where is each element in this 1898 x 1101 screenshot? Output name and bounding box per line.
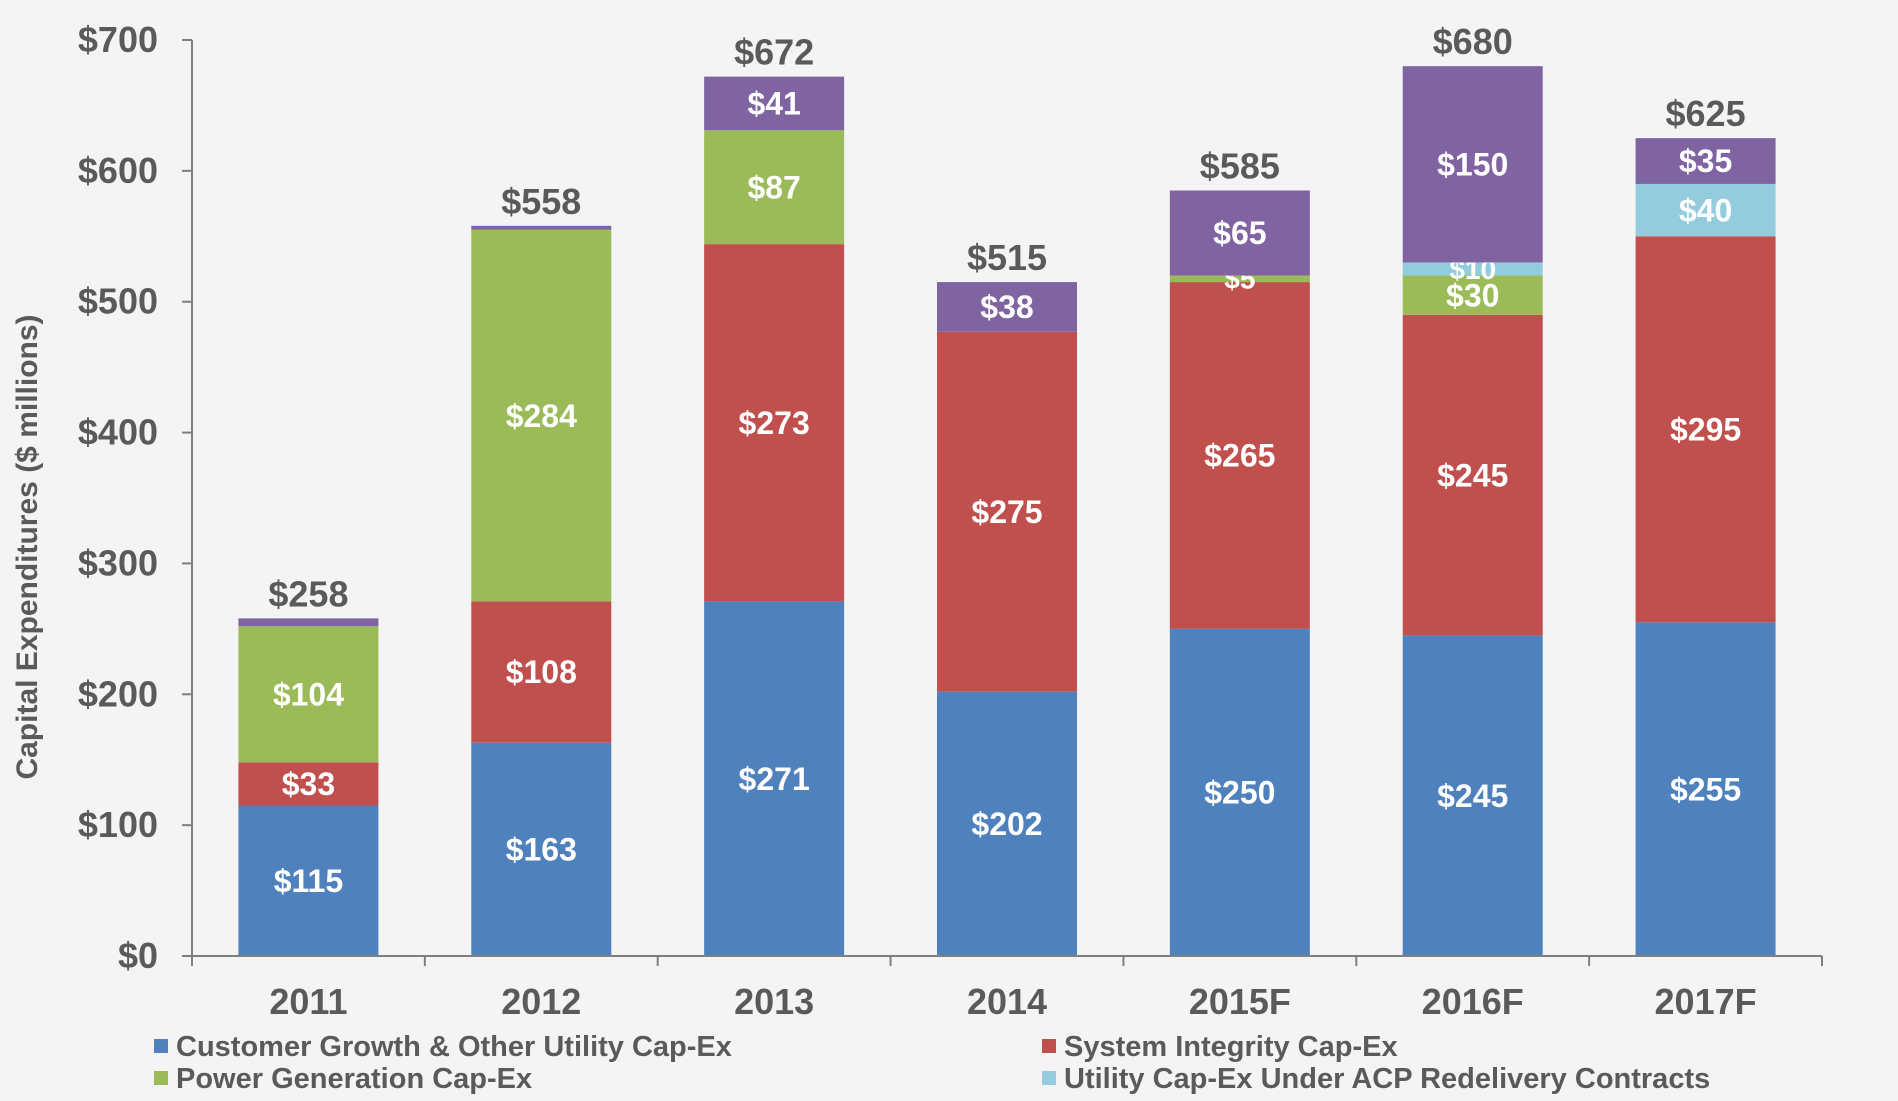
segment-value-label: $115 xyxy=(274,863,343,899)
bar-segment xyxy=(238,805,379,956)
y-tick-label: $100 xyxy=(78,804,158,845)
bar-segment xyxy=(471,742,612,956)
segment-value-label: $255 xyxy=(1670,771,1741,807)
bar-segment xyxy=(238,618,379,627)
legend-swatch xyxy=(1042,1071,1056,1085)
segment-value-label: $271 xyxy=(739,761,810,797)
bar-segment xyxy=(1635,236,1776,623)
segment-value-label: $30 xyxy=(1446,277,1499,313)
axes: $0 $100 $200 $300 $400 $500 $600 $700 2011 2012 20… xyxy=(78,19,1823,1022)
bar-segment xyxy=(1402,275,1543,315)
x-tick-label: 2014 xyxy=(967,981,1047,1022)
x-tick-label: 2012 xyxy=(501,981,581,1022)
bar-segment xyxy=(1169,628,1310,956)
bar-segment xyxy=(1635,138,1776,184)
x-tick-label: 2015F xyxy=(1189,981,1291,1022)
segment-value-label: $108 xyxy=(506,654,577,690)
bar-segment xyxy=(1635,622,1776,956)
legend-item: Utility Cap-Ex Under ACP Redelivery Cont… xyxy=(1042,1063,1710,1095)
bar-total-label: $680 xyxy=(1433,21,1513,62)
bar-total-label: $625 xyxy=(1666,93,1746,134)
bar-total-label: $558 xyxy=(501,181,581,222)
legend-label: Power Generation Cap-Ex xyxy=(176,1063,532,1095)
bar-segment xyxy=(704,601,845,956)
segment-value-label: $65 xyxy=(1213,215,1266,251)
bar-total-label: $515 xyxy=(967,237,1047,278)
segment-value-label: $275 xyxy=(971,494,1042,530)
segment-value-label: $40 xyxy=(1679,192,1732,228)
bar-segment xyxy=(1402,262,1543,276)
legend-swatch xyxy=(154,1039,168,1053)
bar-segment xyxy=(1402,635,1543,956)
bar-stack-2013: $271 $273 $87 $41 $672 xyxy=(704,32,845,956)
legend-item: System Integrity Cap-Ex xyxy=(1042,1031,1398,1063)
bar-segment xyxy=(937,691,1077,956)
segment-value-label: $38 xyxy=(980,289,1033,325)
segment-value-label: $150 xyxy=(1437,147,1508,183)
bar-segment xyxy=(1169,275,1310,283)
segment-value-label: $273 xyxy=(739,405,810,441)
segment-value-label: $163 xyxy=(506,832,577,868)
bar-segment xyxy=(471,225,612,230)
segment-value-label: $284 xyxy=(506,398,577,434)
bar-segment xyxy=(1169,190,1310,276)
y-tick-label: $500 xyxy=(78,281,158,322)
segment-value-label: $41 xyxy=(747,86,800,122)
legend-label: Utility Cap-Ex Under ACP Redelivery Cont… xyxy=(1064,1063,1710,1095)
x-tick-label: 2011 xyxy=(269,981,347,1022)
bar-segment xyxy=(1402,314,1543,636)
x-tick-label: 2013 xyxy=(734,981,814,1022)
bar-segment xyxy=(471,229,612,602)
y-tick-label: $600 xyxy=(78,150,158,191)
legend-label: Customer Growth & Other Utility Cap-Ex xyxy=(176,1031,732,1063)
legend-swatch xyxy=(154,1071,168,1085)
bar-total-label: $258 xyxy=(268,573,348,614)
bar-segment xyxy=(704,244,845,602)
legend-item: Power Generation Cap-Ex xyxy=(154,1063,532,1095)
bar-segment xyxy=(937,331,1077,692)
bar-segment xyxy=(238,626,379,763)
segment-value-label: $250 xyxy=(1204,775,1275,811)
segment-value-label: $295 xyxy=(1670,412,1741,448)
bar-stack-2016F: $245$245$30$10$150$680 xyxy=(1402,21,1543,956)
bar-stack-2015F: $250$265$5$65$585 xyxy=(1169,145,1310,956)
bar-total-label: $672 xyxy=(734,32,814,73)
segment-value-label: $202 xyxy=(971,806,1042,842)
legend: Customer Growth & Other Utility Cap-Ex Sy… xyxy=(154,1031,1710,1095)
bar-segment xyxy=(1169,282,1310,629)
segment-value-label: $35 xyxy=(1679,143,1732,179)
segment-value-label: $245 xyxy=(1437,457,1508,493)
bar-total-label: $585 xyxy=(1200,145,1280,186)
segment-value-label: $245 xyxy=(1437,778,1508,814)
bar-segment xyxy=(238,762,379,806)
legend-label: System Integrity Cap-Ex xyxy=(1064,1031,1398,1063)
segment-value-label: $265 xyxy=(1204,438,1275,474)
y-tick-label: $0 xyxy=(118,935,158,976)
y-axis-label: Capital Expenditures ($ millions) xyxy=(11,314,44,779)
y-tick-label: $200 xyxy=(78,673,158,714)
bar-segment xyxy=(471,601,612,743)
segment-value-label: $104 xyxy=(273,676,344,712)
legend-item: Customer Growth & Other Utility Cap-Ex xyxy=(154,1031,732,1063)
bar-stack-2012: $163 $108 $284 $558 xyxy=(471,181,612,956)
segment-value-label: $87 xyxy=(747,169,800,205)
bar-stack-2014: $202 $275 $38 $515 xyxy=(937,237,1077,956)
y-tick-label: $700 xyxy=(78,19,158,60)
segment-value-label: $33 xyxy=(282,766,335,802)
bar-stack-2017F: $255 $295 $40 $35 $625 xyxy=(1635,93,1776,956)
x-tick-label: 2016F xyxy=(1422,981,1524,1022)
bars-layer: $115$33$104$258$163$108$284$558$271$273$… xyxy=(238,21,1776,956)
bar-segment xyxy=(1635,183,1776,237)
bar-segment xyxy=(704,130,845,245)
y-tick-label: $300 xyxy=(78,542,158,583)
bar-segment xyxy=(937,282,1077,332)
bar-segment xyxy=(704,76,845,131)
y-tick-label: $400 xyxy=(78,412,158,453)
bar-segment xyxy=(1402,66,1543,263)
x-tick-label: 2017F xyxy=(1655,981,1757,1022)
legend-swatch xyxy=(1042,1039,1056,1053)
bar-stack-2011: $115 $33 $104 $258 xyxy=(238,573,379,956)
